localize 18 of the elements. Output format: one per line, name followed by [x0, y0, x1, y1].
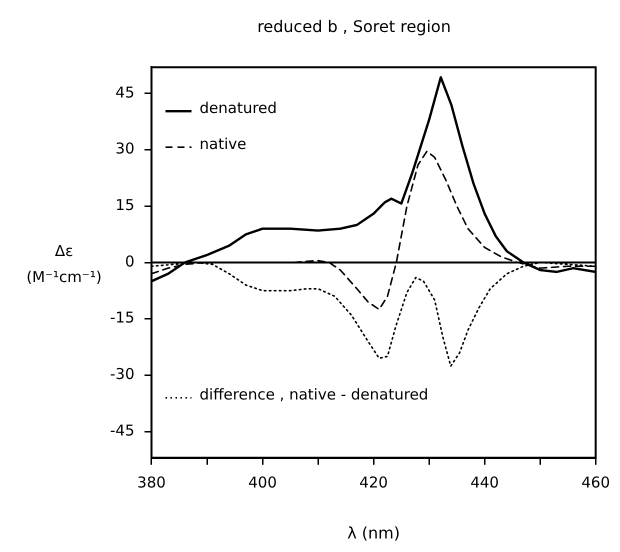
chart-title: reduced b , Soret region — [257, 16, 451, 36]
y-axis-title: Δε (M⁻¹cm⁻¹) — [25, 241, 103, 288]
x-axis-title: λ (nm) — [347, 524, 400, 543]
y-tick-label: 45 — [115, 83, 134, 102]
y-tick-label: 30 — [115, 140, 134, 158]
y-tick-label: -30 — [110, 365, 134, 384]
legend-label: native — [200, 135, 246, 154]
x-tick-label: 400 — [248, 474, 277, 492]
y-tick-label: -15 — [110, 308, 134, 327]
x-tick-label: 440 — [470, 474, 499, 492]
x-tick-label: 460 — [581, 474, 610, 492]
y-tick-label: -45 — [110, 421, 134, 440]
x-tick-label: 380 — [137, 474, 166, 492]
y-tick-label: 15 — [115, 196, 134, 214]
legend-label: denatured — [200, 99, 277, 118]
x-tick-label: 420 — [359, 474, 388, 492]
y-tick-label: 0 — [124, 252, 134, 270]
legend-label: difference , native - denatured — [200, 386, 428, 404]
